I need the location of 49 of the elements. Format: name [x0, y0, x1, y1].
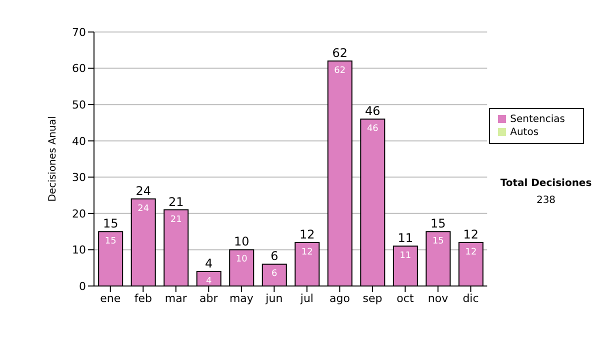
x-tick-label: dic — [462, 292, 479, 305]
total-label: 10 — [234, 234, 250, 249]
y-tick-label: 50 — [72, 98, 86, 112]
x-tick-label: ago — [329, 292, 350, 305]
text: Total Decisiones — [500, 178, 592, 189]
data-label: 12 — [301, 247, 313, 258]
x-tick-label: oct — [396, 292, 414, 305]
total-label: 11 — [398, 231, 414, 246]
y-tick-label: 10 — [72, 244, 86, 257]
data-label: 21 — [170, 214, 182, 225]
total-label: 15 — [102, 216, 118, 231]
x-tick-label: sep — [362, 292, 382, 305]
total-label: 15 — [430, 216, 446, 231]
y-tick-label: 60 — [72, 62, 86, 76]
text: 238 — [535, 195, 557, 206]
total-label: 12 — [300, 227, 315, 242]
x-tick-label: may — [229, 292, 254, 305]
y-tick-label: 20 — [72, 207, 86, 220]
total-label: 24 — [136, 184, 151, 198]
data-label: 6 — [272, 269, 278, 280]
y-tick-label: 30 — [72, 171, 86, 184]
data-label: 15 — [104, 236, 116, 247]
y-tick-label: 40 — [72, 134, 86, 148]
legend-label: Sentencias — [510, 114, 565, 125]
data-label: 4 — [206, 276, 212, 286]
total-label: 12 — [463, 227, 479, 242]
data-label: 24 — [138, 204, 150, 214]
x-tick-label: nov — [428, 292, 449, 305]
data-label: 12 — [465, 247, 477, 258]
x-tick-label: jul — [299, 292, 314, 305]
x-tick-label: jun — [264, 292, 283, 305]
total-label: 46 — [365, 104, 380, 118]
y-axis-title: Decisiones Anual — [48, 116, 59, 202]
data-label: 46 — [366, 124, 379, 134]
data-label: 62 — [334, 66, 346, 76]
total-label: 6 — [270, 249, 278, 264]
x-tick-label: mar — [164, 292, 188, 305]
x-tick-label: abr — [200, 292, 218, 305]
legend-label: Autos — [510, 127, 539, 138]
total-label: 21 — [168, 194, 184, 209]
x-tick-label: ene — [100, 292, 121, 305]
x-tick-label: feb — [134, 292, 152, 305]
y-tick-label: 0 — [79, 280, 86, 293]
y-tick-label: 70 — [72, 26, 86, 39]
data-label: 15 — [432, 236, 444, 247]
data-label: 10 — [236, 254, 248, 265]
data-label: 11 — [400, 251, 412, 262]
total-label: 4 — [205, 256, 213, 270]
total-label: 62 — [332, 46, 348, 60]
